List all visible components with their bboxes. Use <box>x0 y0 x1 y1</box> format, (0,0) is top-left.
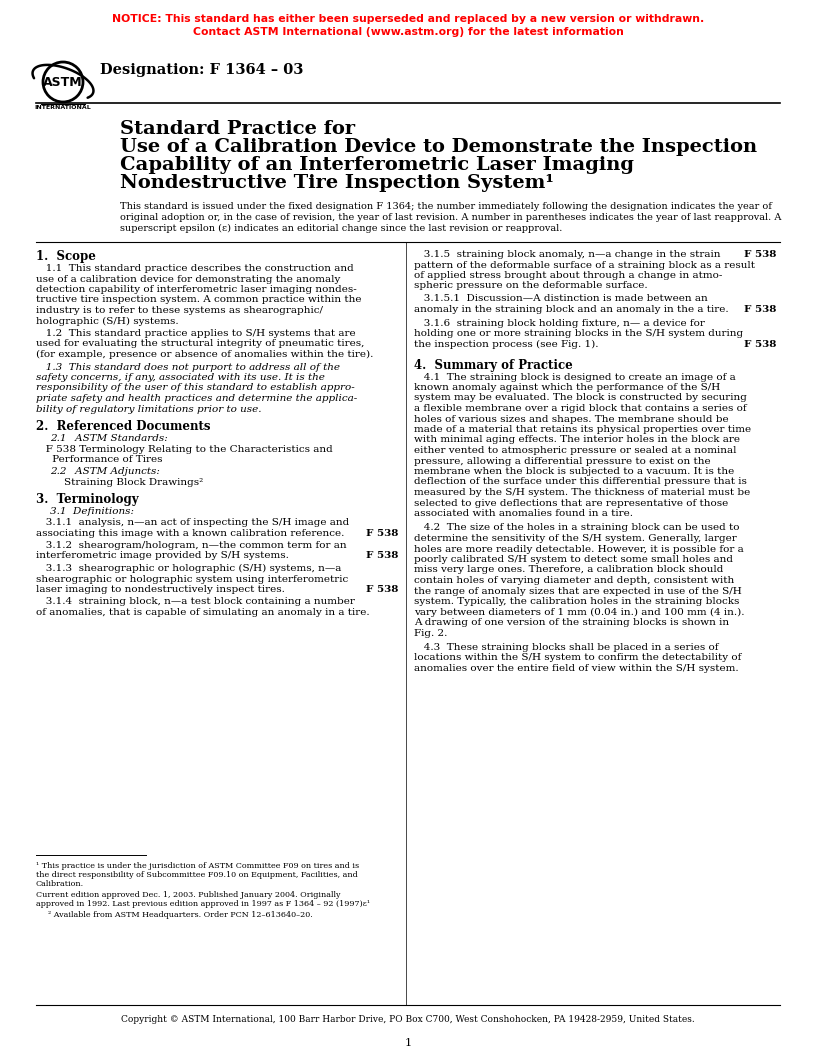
Text: original adoption or, in the case of revision, the year of last revision. A numb: original adoption or, in the case of rev… <box>120 213 782 222</box>
Text: 3.1.1  analysis, n—an act of inspecting the S/H image and: 3.1.1 analysis, n—an act of inspecting t… <box>36 518 349 527</box>
Text: of applied stress brought about through a change in atmo-: of applied stress brought about through … <box>414 271 722 280</box>
Text: Straining Block Drawings²: Straining Block Drawings² <box>64 478 203 487</box>
Text: Performance of Tires: Performance of Tires <box>36 455 162 464</box>
Text: deflection of the surface under this differential pressure that is: deflection of the surface under this dif… <box>414 477 747 487</box>
Text: laser imaging to nondestructively inspect tires.: laser imaging to nondestructively inspec… <box>36 585 285 593</box>
Text: This standard is issued under the fixed designation F 1364; the number immediate: This standard is issued under the fixed … <box>120 202 772 211</box>
Text: NOTICE: This standard has either been superseded and replaced by a new version o: NOTICE: This standard has either been su… <box>112 14 704 24</box>
Text: 3.  Terminology: 3. Terminology <box>36 493 139 507</box>
Text: priate safety and health practices and determine the applica-: priate safety and health practices and d… <box>36 394 357 403</box>
Text: spheric pressure on the deformable surface.: spheric pressure on the deformable surfa… <box>414 282 648 290</box>
Text: INTERNATIONAL: INTERNATIONAL <box>34 105 91 110</box>
Text: responsibility of the user of this standard to establish appro-: responsibility of the user of this stand… <box>36 383 355 393</box>
Text: industry is to refer to these systems as shearographic/: industry is to refer to these systems as… <box>36 306 323 315</box>
Text: ² Available from ASTM Headquarters. Order PCN 12–613640–20.: ² Available from ASTM Headquarters. Orde… <box>48 911 313 919</box>
Text: safety concerns, if any, associated with its use. It is the: safety concerns, if any, associated with… <box>36 373 325 382</box>
Text: made of a material that retains its physical properties over time: made of a material that retains its phys… <box>414 425 751 434</box>
Text: pressure, allowing a differential pressure to exist on the: pressure, allowing a differential pressu… <box>414 456 711 466</box>
Text: ¹ This practice is under the jurisdiction of ASTM Committee F09 on tires and is: ¹ This practice is under the jurisdictio… <box>36 862 359 870</box>
Text: bility of regulatory limitations prior to use.: bility of regulatory limitations prior t… <box>36 404 261 414</box>
Text: Designation: F 1364 – 03: Designation: F 1364 – 03 <box>100 63 304 77</box>
Text: determine the sensitivity of the S/H system. Generally, larger: determine the sensitivity of the S/H sys… <box>414 534 737 543</box>
Text: locations within the S/H system to confirm the detectability of: locations within the S/H system to confi… <box>414 654 742 662</box>
Text: selected to give deflections that are representative of those: selected to give deflections that are re… <box>414 498 728 508</box>
Text: 1.1  This standard practice describes the construction and: 1.1 This standard practice describes the… <box>36 264 354 274</box>
Text: 3.1.3  shearographic or holographic (S/H) systems, n—a: 3.1.3 shearographic or holographic (S/H)… <box>36 564 341 573</box>
Text: 4.  Summary of Practice: 4. Summary of Practice <box>414 358 573 372</box>
Text: Nondestructive Tire Inspection System¹: Nondestructive Tire Inspection System¹ <box>120 174 554 192</box>
Text: either vented to atmospheric pressure or sealed at a nominal: either vented to atmospheric pressure or… <box>414 446 737 455</box>
Text: 2.2   ASTM Adjuncts:: 2.2 ASTM Adjuncts: <box>50 468 160 476</box>
Text: 4.2  The size of the holes in a straining block can be used to: 4.2 The size of the holes in a straining… <box>414 524 739 532</box>
Text: poorly calibrated S/H system to detect some small holes and: poorly calibrated S/H system to detect s… <box>414 555 733 564</box>
Text: used for evaluating the structural integrity of pneumatic tires,: used for evaluating the structural integ… <box>36 339 365 348</box>
Text: use of a calibration device for demonstrating the anomaly: use of a calibration device for demonstr… <box>36 275 340 283</box>
Text: 4.3  These straining blocks shall be placed in a series of: 4.3 These straining blocks shall be plac… <box>414 643 719 652</box>
Text: Use of a Calibration Device to Demonstrate the Inspection: Use of a Calibration Device to Demonstra… <box>120 138 757 156</box>
Text: pattern of the deformable surface of a straining block as a result: pattern of the deformable surface of a s… <box>414 261 755 269</box>
Text: 3.1.6  straining block holding fixture, n— a device for: 3.1.6 straining block holding fixture, n… <box>414 319 705 328</box>
Text: Current edition approved Dec. 1, 2003. Published January 2004. Originally: Current edition approved Dec. 1, 2003. P… <box>36 891 340 899</box>
Text: A drawing of one version of the straining blocks is shown in: A drawing of one version of the strainin… <box>414 618 730 627</box>
Text: holes of various sizes and shapes. The membrane should be: holes of various sizes and shapes. The m… <box>414 415 729 423</box>
Text: F 538: F 538 <box>366 551 398 561</box>
Text: detection capability of interferometric laser imaging nondes-: detection capability of interferometric … <box>36 285 357 294</box>
Text: vary between diameters of 1 mm (0.04 in.) and 100 mm (4 in.).: vary between diameters of 1 mm (0.04 in.… <box>414 607 744 617</box>
Text: Copyright © ASTM International, 100 Barr Harbor Drive, PO Box C700, West Conshoh: Copyright © ASTM International, 100 Barr… <box>121 1015 695 1024</box>
Text: a flexible membrane over a rigid block that contains a series of: a flexible membrane over a rigid block t… <box>414 404 747 413</box>
Text: membrane when the block is subjected to a vacuum. It is the: membrane when the block is subjected to … <box>414 467 734 476</box>
Text: interferometric image provided by S/H systems.: interferometric image provided by S/H sy… <box>36 551 289 561</box>
Text: F 538: F 538 <box>366 585 398 593</box>
Text: tructive tire inspection system. A common practice within the: tructive tire inspection system. A commo… <box>36 296 361 304</box>
Text: system. Typically, the calibration holes in the straining blocks: system. Typically, the calibration holes… <box>414 597 739 606</box>
Text: the range of anomaly sizes that are expected in use of the S/H: the range of anomaly sizes that are expe… <box>414 586 742 596</box>
Text: F 538: F 538 <box>743 250 776 259</box>
Text: with minimal aging effects. The interior holes in the block are: with minimal aging effects. The interior… <box>414 435 740 445</box>
Text: 1.  Scope: 1. Scope <box>36 250 95 263</box>
Text: (for example, presence or absence of anomalies within the tire).: (for example, presence or absence of ano… <box>36 350 374 359</box>
Text: F 538: F 538 <box>366 528 398 538</box>
Text: Calibration.: Calibration. <box>36 880 84 888</box>
Text: 3.1.5.1  Discussion—A distinction is made between an: 3.1.5.1 Discussion—A distinction is made… <box>414 294 707 303</box>
Text: shearographic or holographic system using interferometric: shearographic or holographic system usin… <box>36 574 348 584</box>
Text: ASTM: ASTM <box>43 76 82 89</box>
Text: holding one or more straining blocks in the S/H system during: holding one or more straining blocks in … <box>414 329 743 339</box>
Text: associated with anomalies found in a tire.: associated with anomalies found in a tir… <box>414 509 633 518</box>
Text: Capability of an Interferometric Laser Imaging: Capability of an Interferometric Laser I… <box>120 156 634 174</box>
Text: Contact ASTM International (www.astm.org) for the latest information: Contact ASTM International (www.astm.org… <box>193 27 623 37</box>
Text: 2.1   ASTM Standards:: 2.1 ASTM Standards: <box>50 434 168 444</box>
Text: F 538: F 538 <box>743 304 776 314</box>
Text: 2.  Referenced Documents: 2. Referenced Documents <box>36 420 211 433</box>
Text: 3.1.4  straining block, n—a test block containing a number: 3.1.4 straining block, n—a test block co… <box>36 598 355 606</box>
Text: the direct responsibility of Subcommittee F09.10 on Equipment, Facilities, and: the direct responsibility of Subcommitte… <box>36 871 357 879</box>
Text: associating this image with a known calibration reference.: associating this image with a known cali… <box>36 528 344 538</box>
Text: of anomalies, that is capable of simulating an anomaly in a tire.: of anomalies, that is capable of simulat… <box>36 608 370 617</box>
Text: system may be evaluated. The block is constructed by securing: system may be evaluated. The block is co… <box>414 394 747 402</box>
Text: anomalies over the entire field of view within the S/H system.: anomalies over the entire field of view … <box>414 664 738 673</box>
Text: 4.1  The straining block is designed to create an image of a: 4.1 The straining block is designed to c… <box>414 373 736 381</box>
Text: F 538: F 538 <box>743 340 776 348</box>
Text: Fig. 2.: Fig. 2. <box>414 628 447 638</box>
Text: 3.1.2  shearogram/hologram, n—the common term for an: 3.1.2 shearogram/hologram, n—the common … <box>36 541 347 550</box>
Text: 3.1.5  straining block anomaly, n—a change in the strain: 3.1.5 straining block anomaly, n—a chang… <box>414 250 721 259</box>
Text: known anomaly against which the performance of the S/H: known anomaly against which the performa… <box>414 383 721 392</box>
Text: the inspection process (see Fig. 1).: the inspection process (see Fig. 1). <box>414 340 598 350</box>
Text: miss very large ones. Therefore, a calibration block should: miss very large ones. Therefore, a calib… <box>414 566 723 574</box>
Text: measured by the S/H system. The thickness of material must be: measured by the S/H system. The thicknes… <box>414 488 750 497</box>
Text: contain holes of varying diameter and depth, consistent with: contain holes of varying diameter and de… <box>414 576 734 585</box>
Text: approved in 1992. Last previous edition approved in 1997 as F 1364 – 92 (1997)ε¹: approved in 1992. Last previous edition … <box>36 900 370 908</box>
Text: anomaly in the straining block and an anomaly in the a tire.: anomaly in the straining block and an an… <box>414 304 729 314</box>
Text: 1.2  This standard practice applies to S/H systems that are: 1.2 This standard practice applies to S/… <box>36 329 356 338</box>
Text: 1: 1 <box>405 1038 411 1048</box>
Text: holographic (S/H) systems.: holographic (S/H) systems. <box>36 317 179 325</box>
Text: F 538 Terminology Relating to the Characteristics and: F 538 Terminology Relating to the Charac… <box>36 445 333 453</box>
Text: superscript epsilon (ε) indicates an editorial change since the last revision or: superscript epsilon (ε) indicates an edi… <box>120 224 562 233</box>
Text: holes are more readily detectable. However, it is possible for a: holes are more readily detectable. Howev… <box>414 545 743 553</box>
Text: 1.3  This standard does not purport to address all of the: 1.3 This standard does not purport to ad… <box>36 362 340 372</box>
Text: 3.1  Definitions:: 3.1 Definitions: <box>50 508 134 516</box>
Text: Standard Practice for: Standard Practice for <box>120 120 355 138</box>
